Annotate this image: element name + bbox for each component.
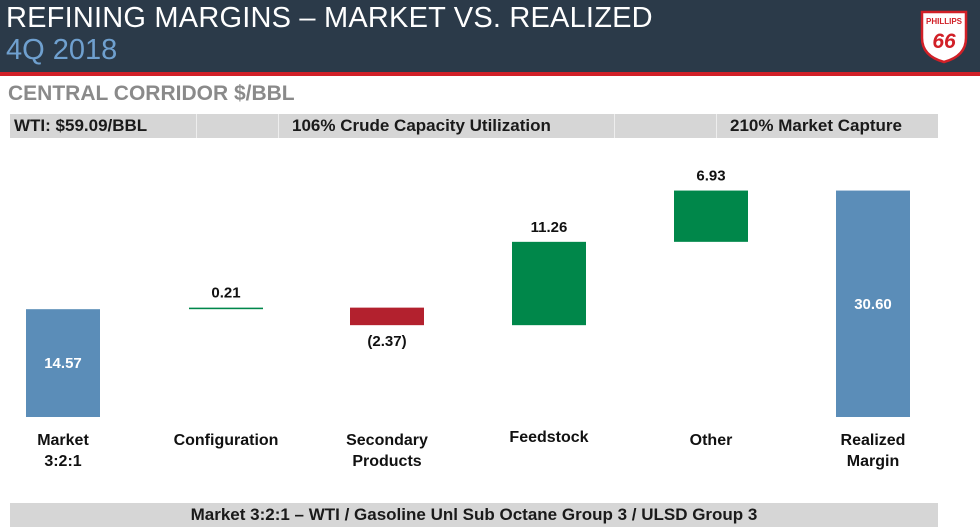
logo-text-top: PHILLIPS	[926, 17, 963, 26]
category-label: Configuration	[174, 432, 279, 449]
page-subtitle: 4Q 2018	[6, 34, 118, 66]
info-divider	[278, 114, 279, 138]
waterfall-bar	[189, 307, 263, 310]
waterfall-bar	[350, 307, 424, 326]
data-label: 14.57	[44, 355, 82, 372]
market-capture-label: 210% Market Capture	[730, 116, 902, 135]
category-label: Secondary Products	[346, 432, 428, 470]
info-divider	[614, 114, 615, 138]
section-title: CENTRAL CORRIDOR $/BBL	[8, 82, 295, 105]
waterfall-bar	[836, 190, 910, 417]
data-label: 6.93	[696, 168, 725, 185]
wti-price-label: WTI: $59.09/BBL	[14, 116, 148, 135]
category-label: Realized Margin	[841, 432, 906, 470]
waterfall-bar	[26, 309, 100, 417]
page-title: REFINING MARGINS – MARKET VS. REALIZED	[6, 2, 653, 34]
phillips66-logo-icon: PHILLIPS 66	[920, 10, 968, 64]
category-label: Feedstock	[509, 429, 588, 446]
info-bar	[10, 114, 938, 138]
data-label: 30.60	[854, 296, 892, 313]
data-label: 11.26	[531, 219, 568, 236]
footer-bar	[10, 503, 938, 527]
data-label: (2.37)	[367, 333, 406, 350]
waterfall-bar	[674, 190, 748, 242]
info-divider	[716, 114, 717, 138]
logo-text-number: 66	[932, 30, 956, 53]
utilization-label: 106% Crude Capacity Utilization	[292, 116, 551, 135]
category-label: Market 3:2:1	[37, 432, 89, 470]
header-bar	[0, 0, 980, 72]
data-label: 0.21	[211, 285, 240, 302]
info-divider	[196, 114, 197, 138]
header-accent-line	[0, 72, 980, 76]
footer-note: Market 3:2:1 – WTI / Gasoline Unl Sub Oc…	[190, 505, 758, 524]
category-label: Other	[690, 432, 733, 449]
waterfall-bar	[512, 241, 586, 326]
